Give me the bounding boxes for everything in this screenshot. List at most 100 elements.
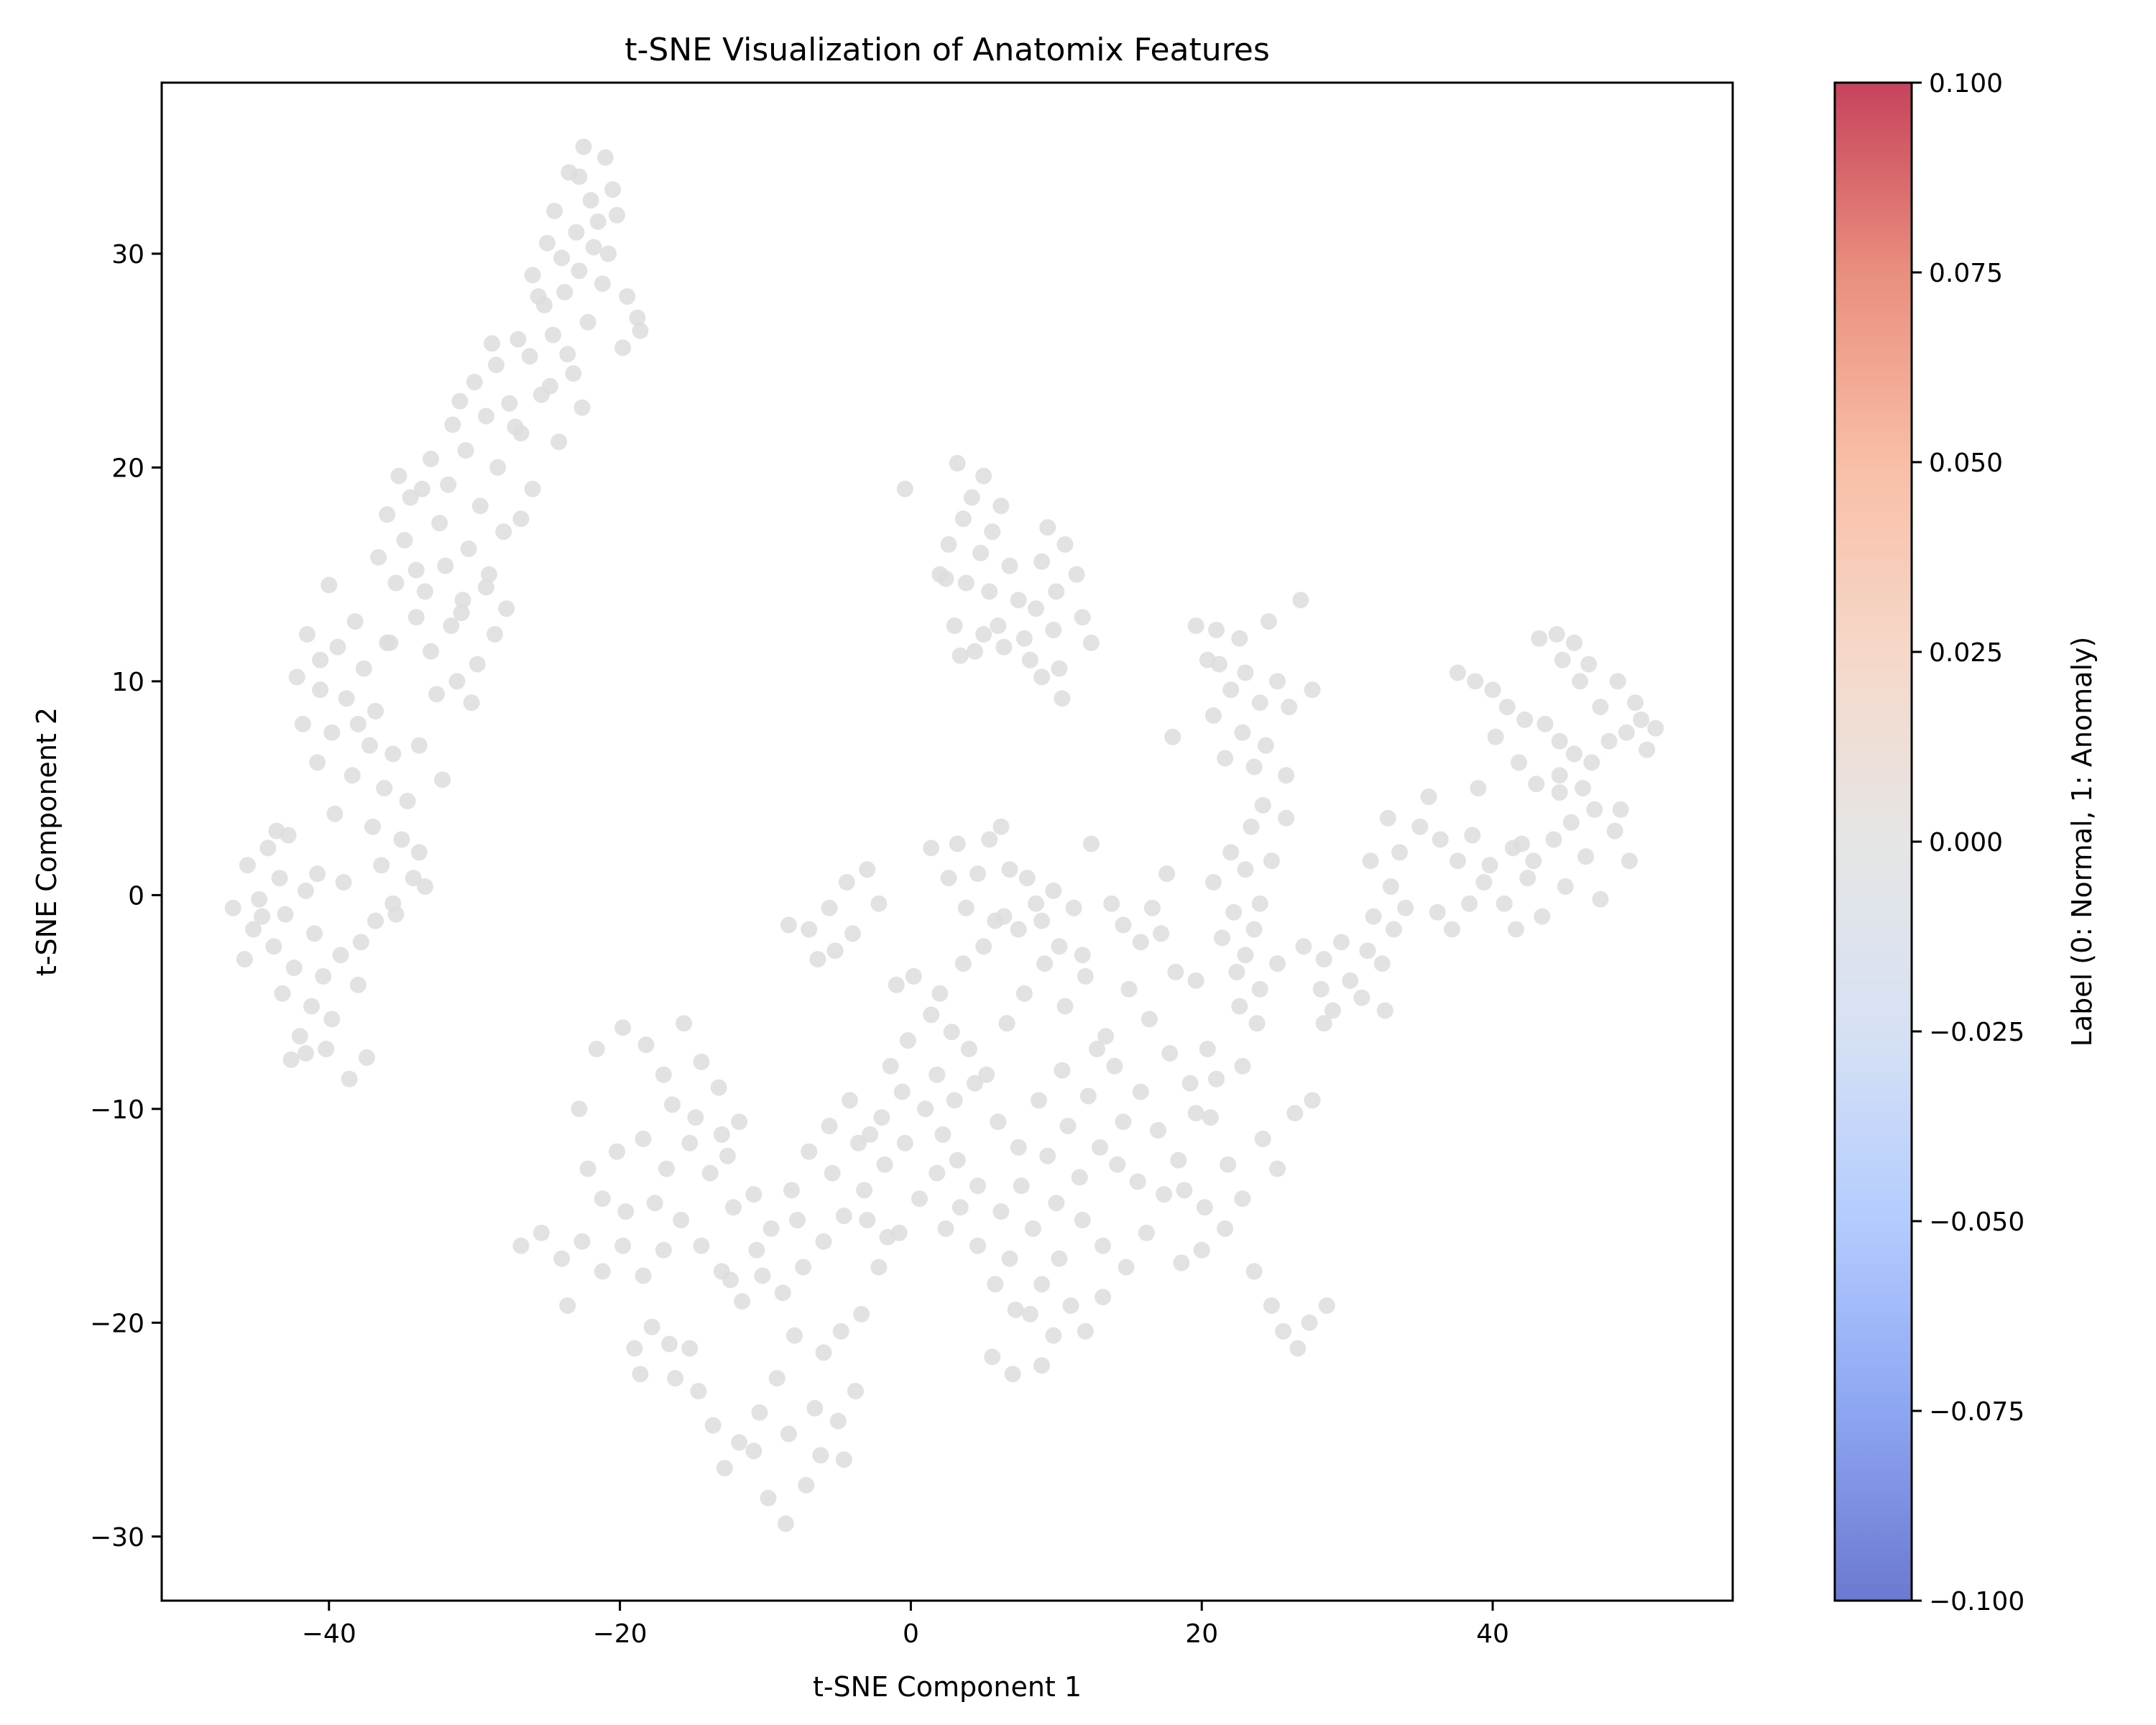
scatter-point-bottom-central-mass [579,1160,596,1177]
scatter-point-left-lower-arm [265,938,282,955]
colorbar-tick-label: −0.050 [1929,1208,2024,1237]
scatter-point-bottom-central-mass [949,1151,966,1169]
scatter-point-right-group [1519,870,1537,887]
scatter-point-bottom-central-mass [673,1212,690,1228]
scatter-point-right-group [1551,767,1568,784]
scatter-point-upper-left-arm [484,335,500,352]
scatter-point-left-lower-arm [315,967,332,985]
scatter-point-upper-left-arm [553,249,571,267]
scatter-point-bottom-central-mass [533,1224,550,1241]
scatter-point-upper-left-arm [423,451,439,467]
scatter-point-left-lower-arm [259,840,277,857]
scatter-point-upper-left-arm [568,224,585,241]
scatter-point-bottom-central-mass [553,1250,571,1267]
scatter-point-right-group [1315,951,1332,968]
scatter-point-bottom-central-mass [754,1267,771,1284]
scatter-point-bottom-central-mass [637,1036,655,1054]
scatter-point-upper-left-arm [407,561,425,579]
scatter-point-bottom-central-mass [1143,899,1161,916]
plot-frame [160,81,1734,1602]
scatter-point-upper-left-arm [487,626,503,643]
scatter-point-upper-left-arm [589,213,607,230]
scatter-point-bottom-central-mass [917,1100,934,1118]
scatter-point-right-group [1269,955,1286,972]
scatter-point-right-group [1583,754,1600,771]
colorbar-tick-label: 0.100 [1929,69,2003,98]
scatter-point-bottom-central-mass [588,1041,605,1057]
scatter-point-left-lower-arm [291,1028,308,1045]
scatter-point-bottom-central-mass [1132,1083,1149,1100]
scatter-point-bottom-central-mass [780,916,797,934]
scatter-point-left-lower-arm [341,1070,358,1087]
scatter-point-bottom-central-mass [809,951,826,968]
scatter-point-bottom-central-mass [635,1131,652,1147]
scatter-point-upper-left-arm [469,656,486,673]
scatter-point-left-lower-arm [338,690,355,707]
scatter-point-bottom-central-mass [893,1083,911,1100]
scatter-point-left-lower-arm [335,874,352,891]
scatter-point-bottom-central-mass [1024,1220,1041,1237]
scatter-point-bottom-central-mass [969,1177,986,1195]
scatter-point-upper-left-arm [507,418,524,436]
scatter-point-left-lower-arm [282,1051,300,1068]
scatter-point-bottom-central-mass [710,1079,727,1096]
scatter-point-bottom-central-mass [873,1109,890,1126]
scatter-point-bottom-central-mass [1051,1250,1068,1267]
scatter-point-bottom-central-mass [512,1237,530,1254]
scatter-point-top-middle-group [949,455,966,472]
scatter-point-upper-left-arm [629,309,646,326]
colorbar-tick-label: −0.025 [1929,1018,2024,1047]
scatter-point-bottom-central-mass [1010,1138,1027,1156]
scatter-point-bottom-central-mass [1263,1297,1280,1314]
scatter-point-upper-left-arm [379,506,396,523]
scatter-point-bottom-central-mass [838,874,855,891]
scatter-point-bottom-central-mass [1048,1195,1065,1212]
scatter-point-top-middle-group [946,617,963,635]
scatter-point-bottom-central-mass [815,1344,832,1361]
scatter-point-left-lower-arm [352,934,369,951]
scatter-point-bottom-central-mass [687,1109,704,1126]
scatter-point-upper-left-arm [443,617,460,635]
scatter-point-top-middle-group [967,643,983,660]
scatter-point-right-group [1461,895,1478,912]
scatter-point-bottom-central-mass [571,1100,588,1118]
scatter-point-upper-left-arm [413,480,430,497]
colorbar: 0.100 0.075 0.050 0.025 0.000 −0.025 −0.050 −0.… [1833,69,2098,1616]
scatter-point-upper-left-arm [448,673,466,690]
scatter-point-left-lower-arm [410,844,428,861]
scatter-point-right-group [1575,780,1591,797]
scatter-point-right-group [1342,972,1359,989]
scatter-point-bottom-central-mass [768,1370,786,1387]
scatter-point-bottom-central-mass [1304,1092,1321,1109]
scatter-point-right-group [1397,899,1414,916]
x-tick-label: 40 [1476,1619,1509,1649]
scatter-point-upper-left-arm [454,592,471,609]
scatter-point-left-lower-arm [285,960,303,976]
scatter-point-upper-left-arm [407,609,425,626]
scatter-point-bottom-central-mass [693,1237,710,1254]
scatter-point-left-lower-arm [254,908,271,925]
scatter-point-bottom-central-mass [1217,1220,1234,1237]
scatter-point-bottom-central-mass [850,1134,867,1151]
scatter-point-top-middle-group [1068,566,1085,583]
scatter-point-upper-left-arm [524,267,541,284]
scatter-point-left-lower-arm [405,870,422,887]
scatter-point-bottom-central-mass [1234,1057,1251,1075]
scatter-point-left-lower-arm [349,976,367,993]
scatter-point-right-group [1429,903,1446,921]
scatter-point-upper-left-arm [451,392,469,410]
scatter-point-bottom-central-mass [722,1271,739,1289]
scatter-point-right-group [1204,707,1222,724]
scatter-point-bottom-central-mass [952,1199,969,1216]
scatter-point-bottom-central-mass [923,1006,940,1024]
scatter-point-bottom-central-mass [801,1143,818,1160]
scatter-point-top-middle-group [937,570,954,587]
scatter-point-bottom-central-mass [954,955,972,972]
scatter-point-bottom-central-mass [681,1340,699,1357]
scatter-point-right-group [1551,784,1568,801]
scatter-point-bottom-central-mass [1187,1105,1204,1122]
scatter-point-right-group [1514,835,1530,852]
scatter-point-bottom-central-mass [1021,1305,1038,1322]
